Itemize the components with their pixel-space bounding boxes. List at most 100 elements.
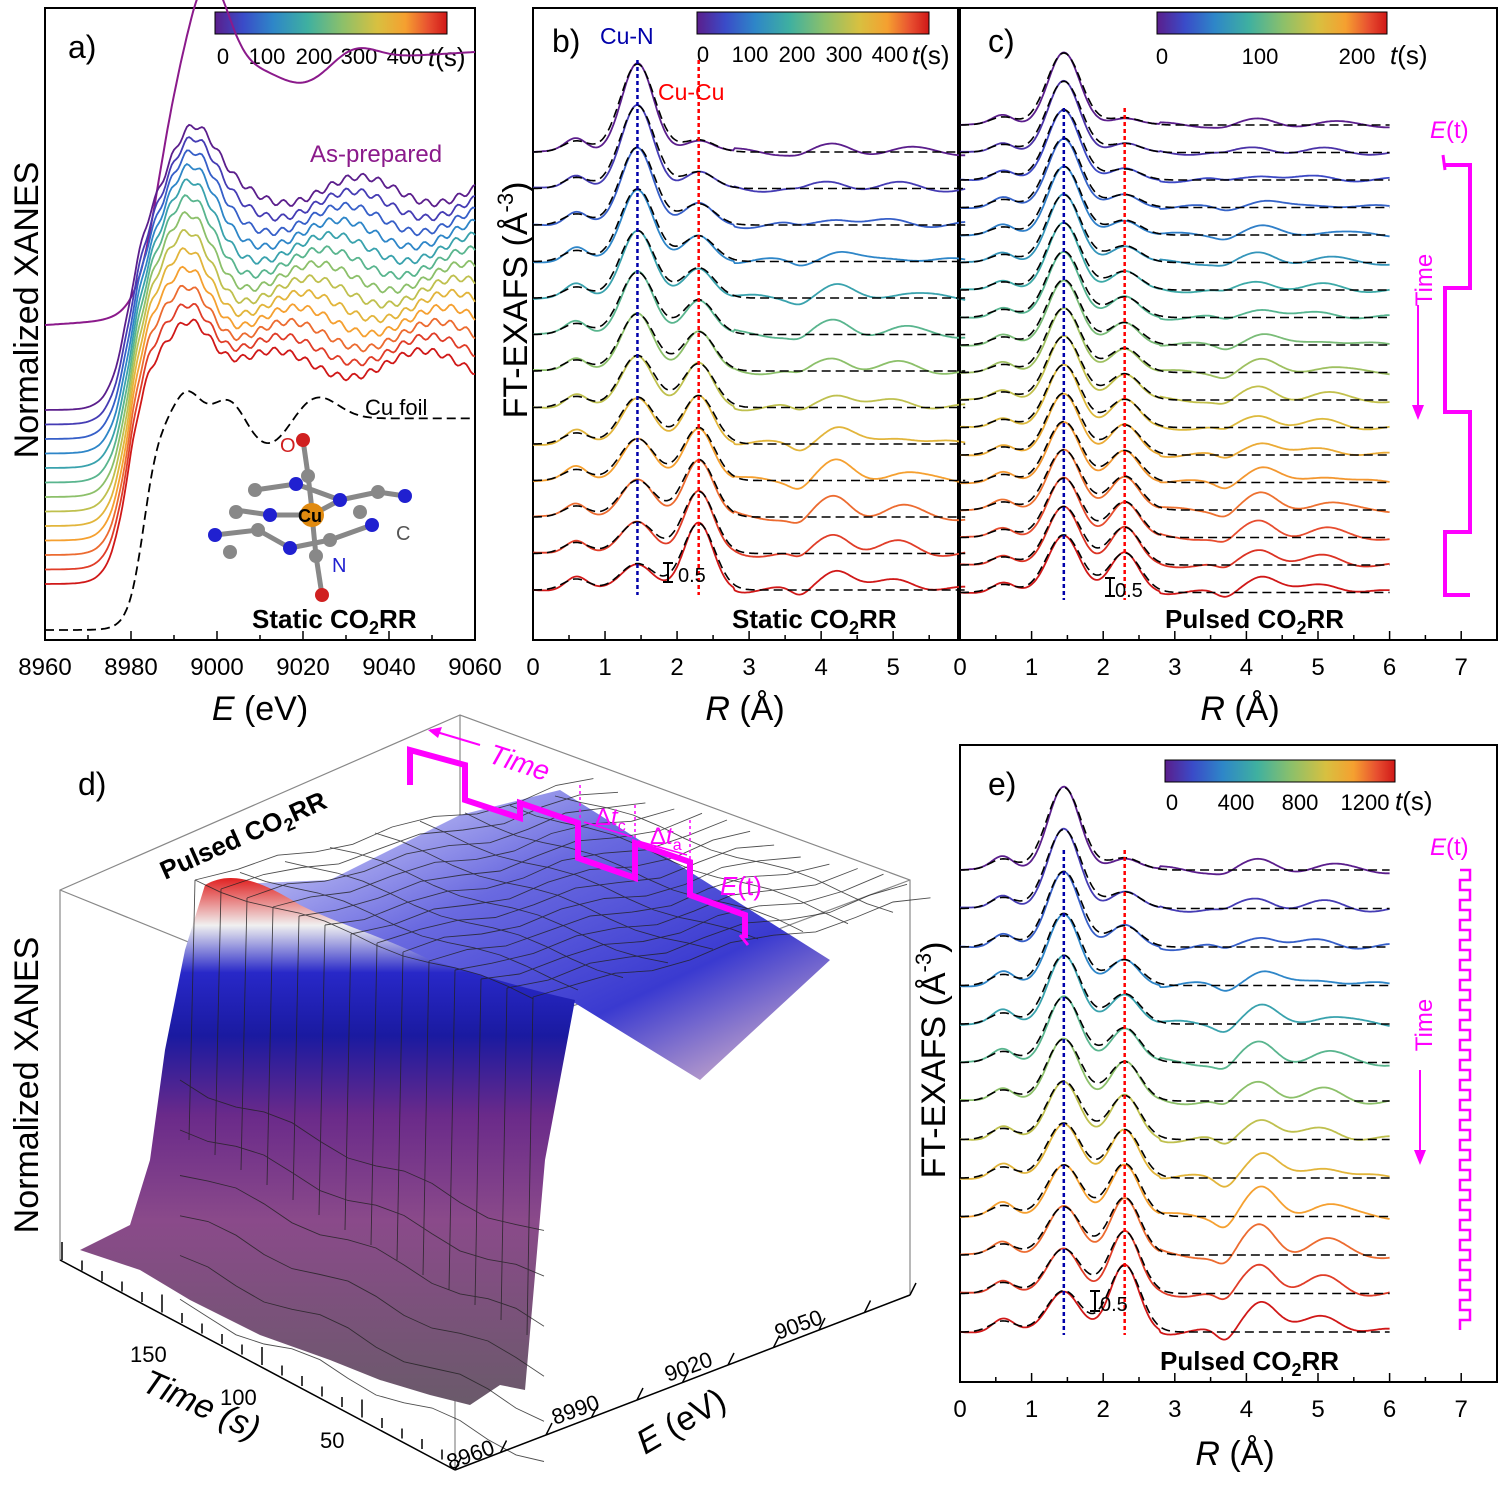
cbar-a-unit-t: t (428, 42, 437, 72)
energy-tick-mark (681, 1370, 690, 1383)
energy-tick-mark (545, 1422, 553, 1436)
panel-c-xticks: 0 1 2 3 4 5 6 7 (953, 631, 1498, 681)
x-tick-label: 3 (1168, 654, 1181, 681)
exafs-fit-curve (960, 449, 1390, 511)
x-tick-label: 8960 (18, 654, 71, 681)
exafs-fit-curve (532, 229, 966, 299)
exafs-curve (960, 827, 1390, 913)
panel-b-colorbar: 0 100 200 300 400 t(s) (696, 11, 950, 70)
surface-grid-line (448, 969, 456, 1291)
energy-tick-mark (590, 1405, 599, 1418)
exafs-fit-curve (960, 505, 1390, 566)
exafs-fit-curve (960, 250, 1390, 319)
surface-grid-line (239, 871, 579, 991)
panel-c-frame (959, 7, 1498, 641)
atom-label-c: C (396, 523, 410, 545)
panel-b: b) 0 100 200 300 400 t(s) Cu-N Cu-Cu 0.5… (493, 7, 966, 728)
cbar-b-tick: 300 (826, 42, 863, 67)
exafs-curve (960, 79, 1390, 156)
time-tick: 100 (220, 1385, 257, 1410)
exafs-fit-curve (960, 477, 1390, 539)
x-tick-label: 4 (814, 654, 827, 681)
atom-label-n: N (332, 555, 346, 577)
xanes-curve (45, 284, 476, 556)
cbar-b-tick: 400 (872, 42, 909, 67)
scale-bar-label: 0.5 (1115, 580, 1143, 602)
x-tick-label: 9020 (276, 654, 329, 681)
atom-label-cu: Cu (298, 506, 322, 526)
surface-grid-line (194, 879, 534, 1000)
surface-grid-line (194, 778, 594, 881)
exafs-curve (532, 229, 966, 306)
exafs-curve (960, 193, 1390, 267)
xanes-curve (45, 247, 476, 527)
panel-c-label: c) (988, 23, 1015, 59)
panel-e-scale-bar: 0.5 (1090, 1290, 1128, 1316)
surface-grid-line (179, 1298, 545, 1462)
exafs-curve (532, 459, 966, 524)
cbar-e-unit-t: t (1395, 786, 1404, 816)
xanes-curve (45, 210, 476, 498)
x-tick-label: 3 (742, 654, 755, 681)
exafs-curve (532, 521, 966, 596)
x-tick-label: 1 (1025, 654, 1038, 681)
cbar-a-unit-s: (s) (435, 42, 465, 72)
surface-grid-line (324, 819, 728, 926)
exafs-fit-curve (959, 954, 1390, 1025)
exafs-curve (532, 146, 966, 230)
molecule-atoms (208, 433, 412, 602)
exafs-curve (959, 392, 1390, 459)
exafs-fit-curve (959, 1122, 1390, 1179)
surface-grid-line (428, 863, 830, 962)
exafs-fit-curve (960, 335, 1390, 401)
energy-tick: 8960 (443, 1434, 498, 1474)
et-label-d: E(t) (720, 871, 762, 901)
cbar-c-unit-s: (s) (1397, 40, 1427, 70)
xanes-curve (45, 149, 476, 440)
surface-grid-line (474, 978, 482, 1306)
exafs-curve (960, 1163, 1390, 1229)
svg-text:t(s): t(s) (1395, 786, 1433, 816)
surface-grid-line (318, 924, 326, 1216)
time-label-e: Time (1411, 999, 1438, 1051)
exafs-fit-curve (959, 828, 1390, 910)
exafs-curve (960, 448, 1390, 518)
panel-c-condition: Pulsed CO2RR (1165, 604, 1344, 638)
surface-grid (179, 778, 931, 1462)
atom-label-o: O (280, 435, 296, 457)
time-label-c: Time (1411, 254, 1438, 306)
exafs-fit-curve (532, 522, 966, 591)
exafs-fit-curve (532, 271, 966, 336)
surface-grid-line (179, 1175, 545, 1327)
exafs-curve (532, 270, 966, 341)
exafs-fit-curve (532, 426, 966, 482)
exafs-fit-curve (532, 458, 966, 518)
x-tick-label: 2 (670, 654, 683, 681)
svg-text:t(s): t(s) (428, 42, 466, 72)
xanes-curve (45, 229, 476, 513)
svg-text:t(s): t(s) (912, 40, 950, 70)
surface-grid-line (370, 942, 378, 1246)
panel-c-colorbar: 0 100 200 t(s) (1156, 11, 1428, 70)
panel-d-zlabel: Normalized XANES (8, 937, 46, 1234)
x-tick-label: 0 (953, 1396, 966, 1423)
exafs-fit-curve (960, 194, 1390, 264)
cbar-b-unit-t: t (912, 40, 921, 70)
cbar-e-tick: 800 (1282, 790, 1319, 815)
panel-d-label: d) (78, 766, 106, 802)
exafs-fit-curve (959, 996, 1390, 1064)
energy-tick-mark (818, 1317, 826, 1331)
x-tick-label: 9060 (448, 654, 501, 681)
surface-grid-line (396, 951, 404, 1261)
exafs-fit-curve (960, 222, 1390, 291)
surface-grid-line (402, 856, 801, 953)
cbar-c-tick: 100 (1242, 44, 1279, 69)
exafs-curve (533, 489, 966, 558)
surface-grid-line (344, 933, 352, 1231)
exafs-fit-curve (532, 490, 966, 555)
panel-b-xlabel: R (Å) (705, 690, 784, 728)
et-label-e: E(t) (1430, 834, 1469, 861)
exafs-curve (533, 312, 966, 376)
exafs-fit-curve (959, 1196, 1390, 1256)
x-tick-label: 8980 (104, 654, 157, 681)
